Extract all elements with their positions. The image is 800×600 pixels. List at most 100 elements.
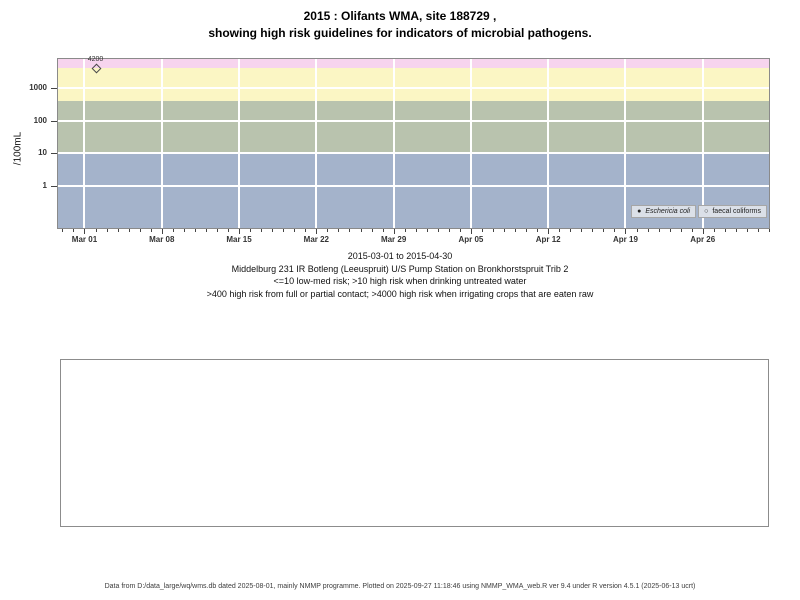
x-tick-label: Apr 19 <box>613 235 638 244</box>
legend-marker-icon: ● <box>637 208 642 215</box>
legend-label: faecal coliforms <box>712 208 761 215</box>
x-axis-minor-tick <box>95 229 97 232</box>
x-axis-minor-tick <box>360 229 362 232</box>
chart-title: 2015 : Olifants WMA, site 188729 , showi… <box>0 8 800 42</box>
x-axis-minor-tick <box>658 229 660 232</box>
legend-label: Eschericia coli <box>645 208 691 215</box>
x-axis-minor-tick <box>757 229 759 232</box>
x-axis-minor-tick <box>581 229 583 232</box>
x-axis-minor-tick <box>349 229 351 232</box>
x-axis-minor-tick <box>481 229 483 232</box>
x-axis-minor-tick <box>382 229 384 232</box>
horizontal-gridline <box>58 87 769 90</box>
x-axis-minor-tick <box>636 229 638 232</box>
x-axis-minor-tick <box>194 229 196 232</box>
x-axis-minor-tick <box>205 229 207 232</box>
footer-note: Data from D:/data_large/wq/wms.db dated … <box>104 583 696 590</box>
x-axis-minor-tick <box>647 229 649 232</box>
y-axis-tick <box>51 186 57 188</box>
x-axis-minor-tick <box>515 229 517 232</box>
vertical-gridline <box>315 59 318 228</box>
data-point-label: 4200 <box>87 55 104 63</box>
x-axis-minor-tick <box>492 229 494 232</box>
x-axis-tick <box>470 229 472 234</box>
x-axis-minor-tick <box>106 229 108 232</box>
x-tick-label: Mar 01 <box>71 235 98 244</box>
x-axis-minor-tick <box>669 229 671 232</box>
x-axis-minor-tick <box>559 229 561 232</box>
y-tick-label: 100 <box>33 115 47 125</box>
x-axis-minor-tick <box>592 229 594 232</box>
vertical-gridline <box>547 59 550 228</box>
x-axis-minor-tick <box>117 229 119 232</box>
subtitle-site-description: Middelburg 231 IR Botleng (Leeuspruit) U… <box>231 263 569 274</box>
x-axis-minor-tick <box>437 229 439 232</box>
x-axis-minor-tick <box>73 229 75 232</box>
vertical-gridline <box>701 59 704 228</box>
chart-title-line1: 2015 : Olifants WMA, site 188729 , <box>303 9 497 23</box>
subtitle-guideline-contact: >400 high risk from full or partial cont… <box>206 288 594 299</box>
x-axis-minor-tick <box>680 229 682 232</box>
x-axis-minor-tick <box>691 229 693 232</box>
x-axis-minor-tick <box>327 229 329 232</box>
chart-region: /100mL 4200 ● Eschericia coli ○ faecal colif… <box>13 55 770 244</box>
x-axis-tick <box>161 229 163 234</box>
x-axis-minor-tick <box>283 229 285 232</box>
x-tick-label: Apr 05 <box>458 235 484 244</box>
x-axis-minor-tick <box>261 229 263 232</box>
x-axis-minor-tick <box>537 229 539 232</box>
vertical-gridline <box>83 59 86 228</box>
legend: ● Eschericia coli ○ faecal coliforms <box>631 205 767 218</box>
x-tick-label: Mar 29 <box>380 235 407 244</box>
legend-item: ○ faecal coliforms <box>698 205 767 218</box>
x-axis-minor-tick <box>183 229 185 232</box>
x-axis-minor-tick <box>459 229 461 232</box>
horizontal-gridline <box>58 185 769 188</box>
x-axis-tick <box>702 229 704 234</box>
x-axis-minor-tick <box>62 229 64 232</box>
x-axis-minor-tick <box>724 229 726 232</box>
x-axis-tick <box>84 229 86 234</box>
x-axis-minor-tick <box>172 229 174 232</box>
vertical-gridline <box>160 59 163 228</box>
x-axis-minor-tick <box>735 229 737 232</box>
y-axis-tick <box>51 153 57 155</box>
vertical-gridline <box>238 59 241 228</box>
x-axis-minor-tick <box>139 229 141 232</box>
x-axis-minor-tick <box>338 229 340 232</box>
x-axis-minor-tick <box>713 229 715 232</box>
x-axis-minor-tick <box>228 229 230 232</box>
x-axis-minor-tick <box>250 229 252 232</box>
horizontal-gridline <box>58 119 769 122</box>
x-axis-minor-tick <box>526 229 528 232</box>
x-axis-minor-tick <box>272 229 274 232</box>
x-tick-label: Mar 15 <box>226 235 252 244</box>
x-tick-label: Mar 22 <box>303 235 330 244</box>
x-axis-tick <box>548 229 550 234</box>
y-tick-label: 1 <box>42 181 47 191</box>
x-axis-minor-tick <box>746 229 748 232</box>
x-axis-tick <box>393 229 395 234</box>
x-axis-minor-tick <box>614 229 616 232</box>
y-tick-label: 1000 <box>29 83 47 93</box>
horizontal-gridline <box>58 152 769 155</box>
guideline-band <box>58 68 769 102</box>
x-tick-label: Apr 26 <box>690 235 716 244</box>
guideline-band <box>58 101 769 154</box>
x-axis-minor-tick <box>448 229 450 232</box>
x-axis-minor-tick <box>371 229 373 232</box>
x-axis-minor-tick <box>305 229 307 232</box>
x-tick-label: Mar 08 <box>149 235 175 244</box>
y-axis-tick <box>51 88 57 90</box>
plot-area: 4200 ● Eschericia coli ○ faecal coliforms <box>57 55 770 229</box>
x-axis-minor-tick <box>504 229 506 232</box>
vertical-gridline <box>469 59 472 228</box>
legend-item: ● Eschericia coli <box>631 205 697 218</box>
y-axis-tick <box>51 120 57 122</box>
vertical-gridline <box>392 59 395 228</box>
x-tick-label: Apr 12 <box>535 235 561 244</box>
chart-title-line2: showing high risk guidelines for indicat… <box>208 26 592 40</box>
subtitle-block: 2015-03-01 to 2015-04-30 Middelburg 231 … <box>0 250 800 300</box>
x-axis-tick <box>316 229 318 234</box>
